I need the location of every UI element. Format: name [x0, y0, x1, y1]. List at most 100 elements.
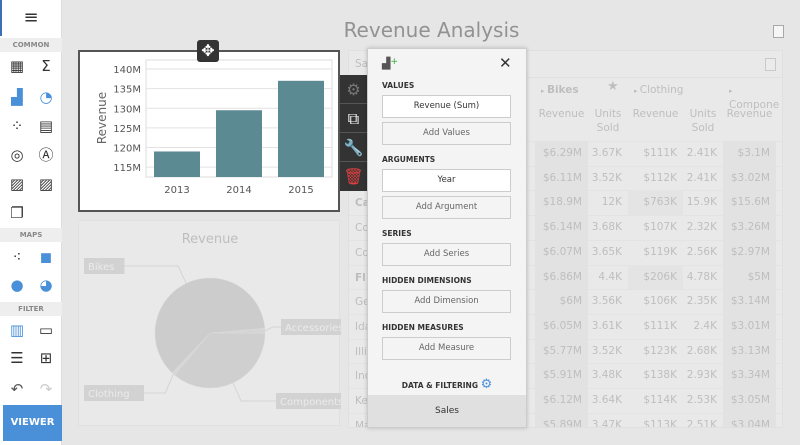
data-source-button[interactable]: Sales: [368, 395, 526, 427]
add-binding-button[interactable]: Add Argument: [382, 196, 511, 219]
row-header[interactable]: Fl: [355, 271, 366, 284]
export-icon[interactable]: [773, 25, 784, 38]
row-header[interactable]: Ca: [355, 197, 370, 210]
data-filtering-link[interactable]: DATA & FILTERING ⚙: [368, 377, 526, 392]
redo-icon[interactable]: ↷: [39, 380, 53, 398]
column-header[interactable]: Revenue: [538, 108, 585, 120]
pie-leader-line: [119, 265, 187, 284]
close-icon[interactable]: ✕: [499, 54, 512, 72]
column-group-header[interactable]: ▸ Clothing: [634, 83, 683, 98]
add-binding-button[interactable]: Add Series: [382, 243, 511, 266]
choropleth-map-icon[interactable]: ◼: [39, 248, 53, 266]
text-box-icon[interactable]: Ⓐ: [38, 146, 54, 164]
geo-point-map-icon[interactable]: ⁖: [12, 248, 22, 266]
row-header[interactable]: Ma: [355, 419, 371, 428]
expand-icon[interactable]: ▸: [541, 87, 547, 95]
grid-cell: 2.93K: [686, 369, 717, 382]
convert-icon[interactable]: ⧉: [340, 104, 367, 133]
grid-cell: $6.12M: [535, 388, 588, 413]
add-binding-button[interactable]: Add Values: [382, 122, 511, 145]
gear-icon[interactable]: ⚙: [340, 75, 367, 104]
grid-cell: $763K: [628, 190, 683, 216]
row-header[interactable]: Ge: [355, 296, 370, 309]
gauge-icon[interactable]: ◎: [10, 146, 24, 164]
column-group-header[interactable]: ▸ Bikes: [541, 83, 579, 98]
add-binding-button[interactable]: Add Measure: [382, 337, 511, 360]
pie-chart-item[interactable]: Revenue Accessories Components Clothing Bike…: [78, 220, 361, 426]
combo-box-icon[interactable]: ▭: [38, 321, 54, 339]
accent-bar: [0, 0, 2, 36]
bar-chart-item[interactable]: 115M 120M 125M 130M 135M 140M 2013 2014 2015 Reve…: [78, 50, 340, 212]
grid-export-icon[interactable]: [765, 58, 776, 71]
dashboard-surface: Revenue Analysis: [63, 0, 800, 445]
grid-cell: $107K: [643, 221, 677, 234]
column-group-header[interactable]: ▸ Compone: [729, 83, 782, 112]
column-header[interactable]: Units Sold: [689, 108, 717, 134]
column-header[interactable]: Revenue: [726, 108, 773, 120]
pie-slice: [154, 277, 266, 374]
row-header[interactable]: Co: [355, 246, 369, 259]
grid-cell: $15.6M: [723, 190, 776, 216]
section-maps: MAPS: [0, 228, 62, 242]
wrench-icon[interactable]: 🔧: [340, 133, 367, 162]
row-header[interactable]: Ke: [355, 395, 368, 407]
range-filter-icon[interactable]: ▥: [9, 321, 25, 339]
row-header[interactable]: Co: [355, 222, 369, 235]
grid-cell: 15.9K: [686, 196, 717, 209]
group-icon[interactable]: ❐: [10, 204, 24, 222]
bubble-map-icon[interactable]: ●: [10, 276, 24, 294]
row-header[interactable]: Illi: [355, 345, 367, 358]
image-icon[interactable]: ▨: [9, 175, 25, 193]
move-icon[interactable]: ✥: [197, 40, 219, 62]
expand-icon[interactable]: ▸: [729, 87, 733, 95]
grid-cell: 3.48K: [591, 369, 622, 382]
bound-image-icon[interactable]: ▨: [38, 175, 54, 193]
grid-cell: 3.67K: [591, 147, 622, 159]
grid-cell: $3.14M: [723, 289, 776, 315]
grid-cell: 2.35K: [686, 295, 717, 308]
tree-view-icon[interactable]: ⊞: [39, 349, 53, 367]
grid-cell: 3.68K: [591, 221, 622, 234]
item-toolbar: ⚙ ⧉ 🔧 🗑: [340, 75, 367, 191]
list-box-icon[interactable]: ☰: [10, 349, 24, 367]
grid-cell: $6M: [535, 289, 588, 315]
trash-icon[interactable]: 🗑: [343, 167, 364, 186]
undo-icon[interactable]: ↶: [10, 380, 24, 398]
dashboard-title: Revenue Analysis: [343, 18, 520, 42]
grid-cell: $112K: [643, 171, 677, 184]
column-group-label: Compone: [729, 99, 780, 111]
pie-chart-icon[interactable]: ◔: [39, 88, 53, 106]
expand-icon[interactable]: ▸: [634, 87, 640, 95]
hamburger-menu-icon[interactable]: ≡: [23, 7, 39, 28]
grid-cell: $3.34M: [723, 363, 776, 389]
scatter-icon[interactable]: ⁘: [10, 117, 24, 135]
x-tick-label: 2014: [226, 185, 251, 196]
star-icon[interactable]: ★: [607, 79, 619, 94]
section-label: VALUES: [382, 81, 415, 90]
y-tick-label: 140M: [113, 65, 141, 76]
bar: [216, 110, 262, 177]
section-filter: FILTER: [0, 302, 62, 316]
grid-cell: $3.02M: [723, 165, 776, 191]
binding-item[interactable]: Revenue (Sum): [382, 95, 511, 118]
y-tick-label: 115M: [113, 163, 141, 174]
pie-label-box: [281, 319, 361, 335]
pie-label: Accessories: [285, 323, 341, 334]
grid-icon[interactable]: ▦: [9, 57, 25, 75]
grid-title: Sa: [355, 58, 369, 70]
column-header[interactable]: Units Sold: [594, 108, 622, 134]
pie-map-icon[interactable]: ◕: [39, 276, 53, 294]
chart-type-icon[interactable]: ▟+: [382, 57, 399, 70]
grid-cell: 3.61K: [591, 319, 622, 332]
sigma-icon[interactable]: Σ: [41, 57, 51, 75]
grid-cell: $3.01M: [723, 313, 776, 339]
add-binding-button[interactable]: Add Dimension: [382, 290, 511, 313]
y-tick-label: 135M: [113, 85, 141, 96]
binding-item[interactable]: Year: [382, 169, 511, 192]
pie-label: Clothing: [88, 389, 130, 400]
column-header[interactable]: Revenue: [632, 108, 679, 120]
pie-title: Revenue: [182, 232, 239, 247]
bar-chart-icon[interactable]: ▟: [11, 88, 23, 106]
cards-icon[interactable]: ▤: [38, 117, 54, 135]
viewer-button[interactable]: VIEWER: [3, 405, 62, 441]
